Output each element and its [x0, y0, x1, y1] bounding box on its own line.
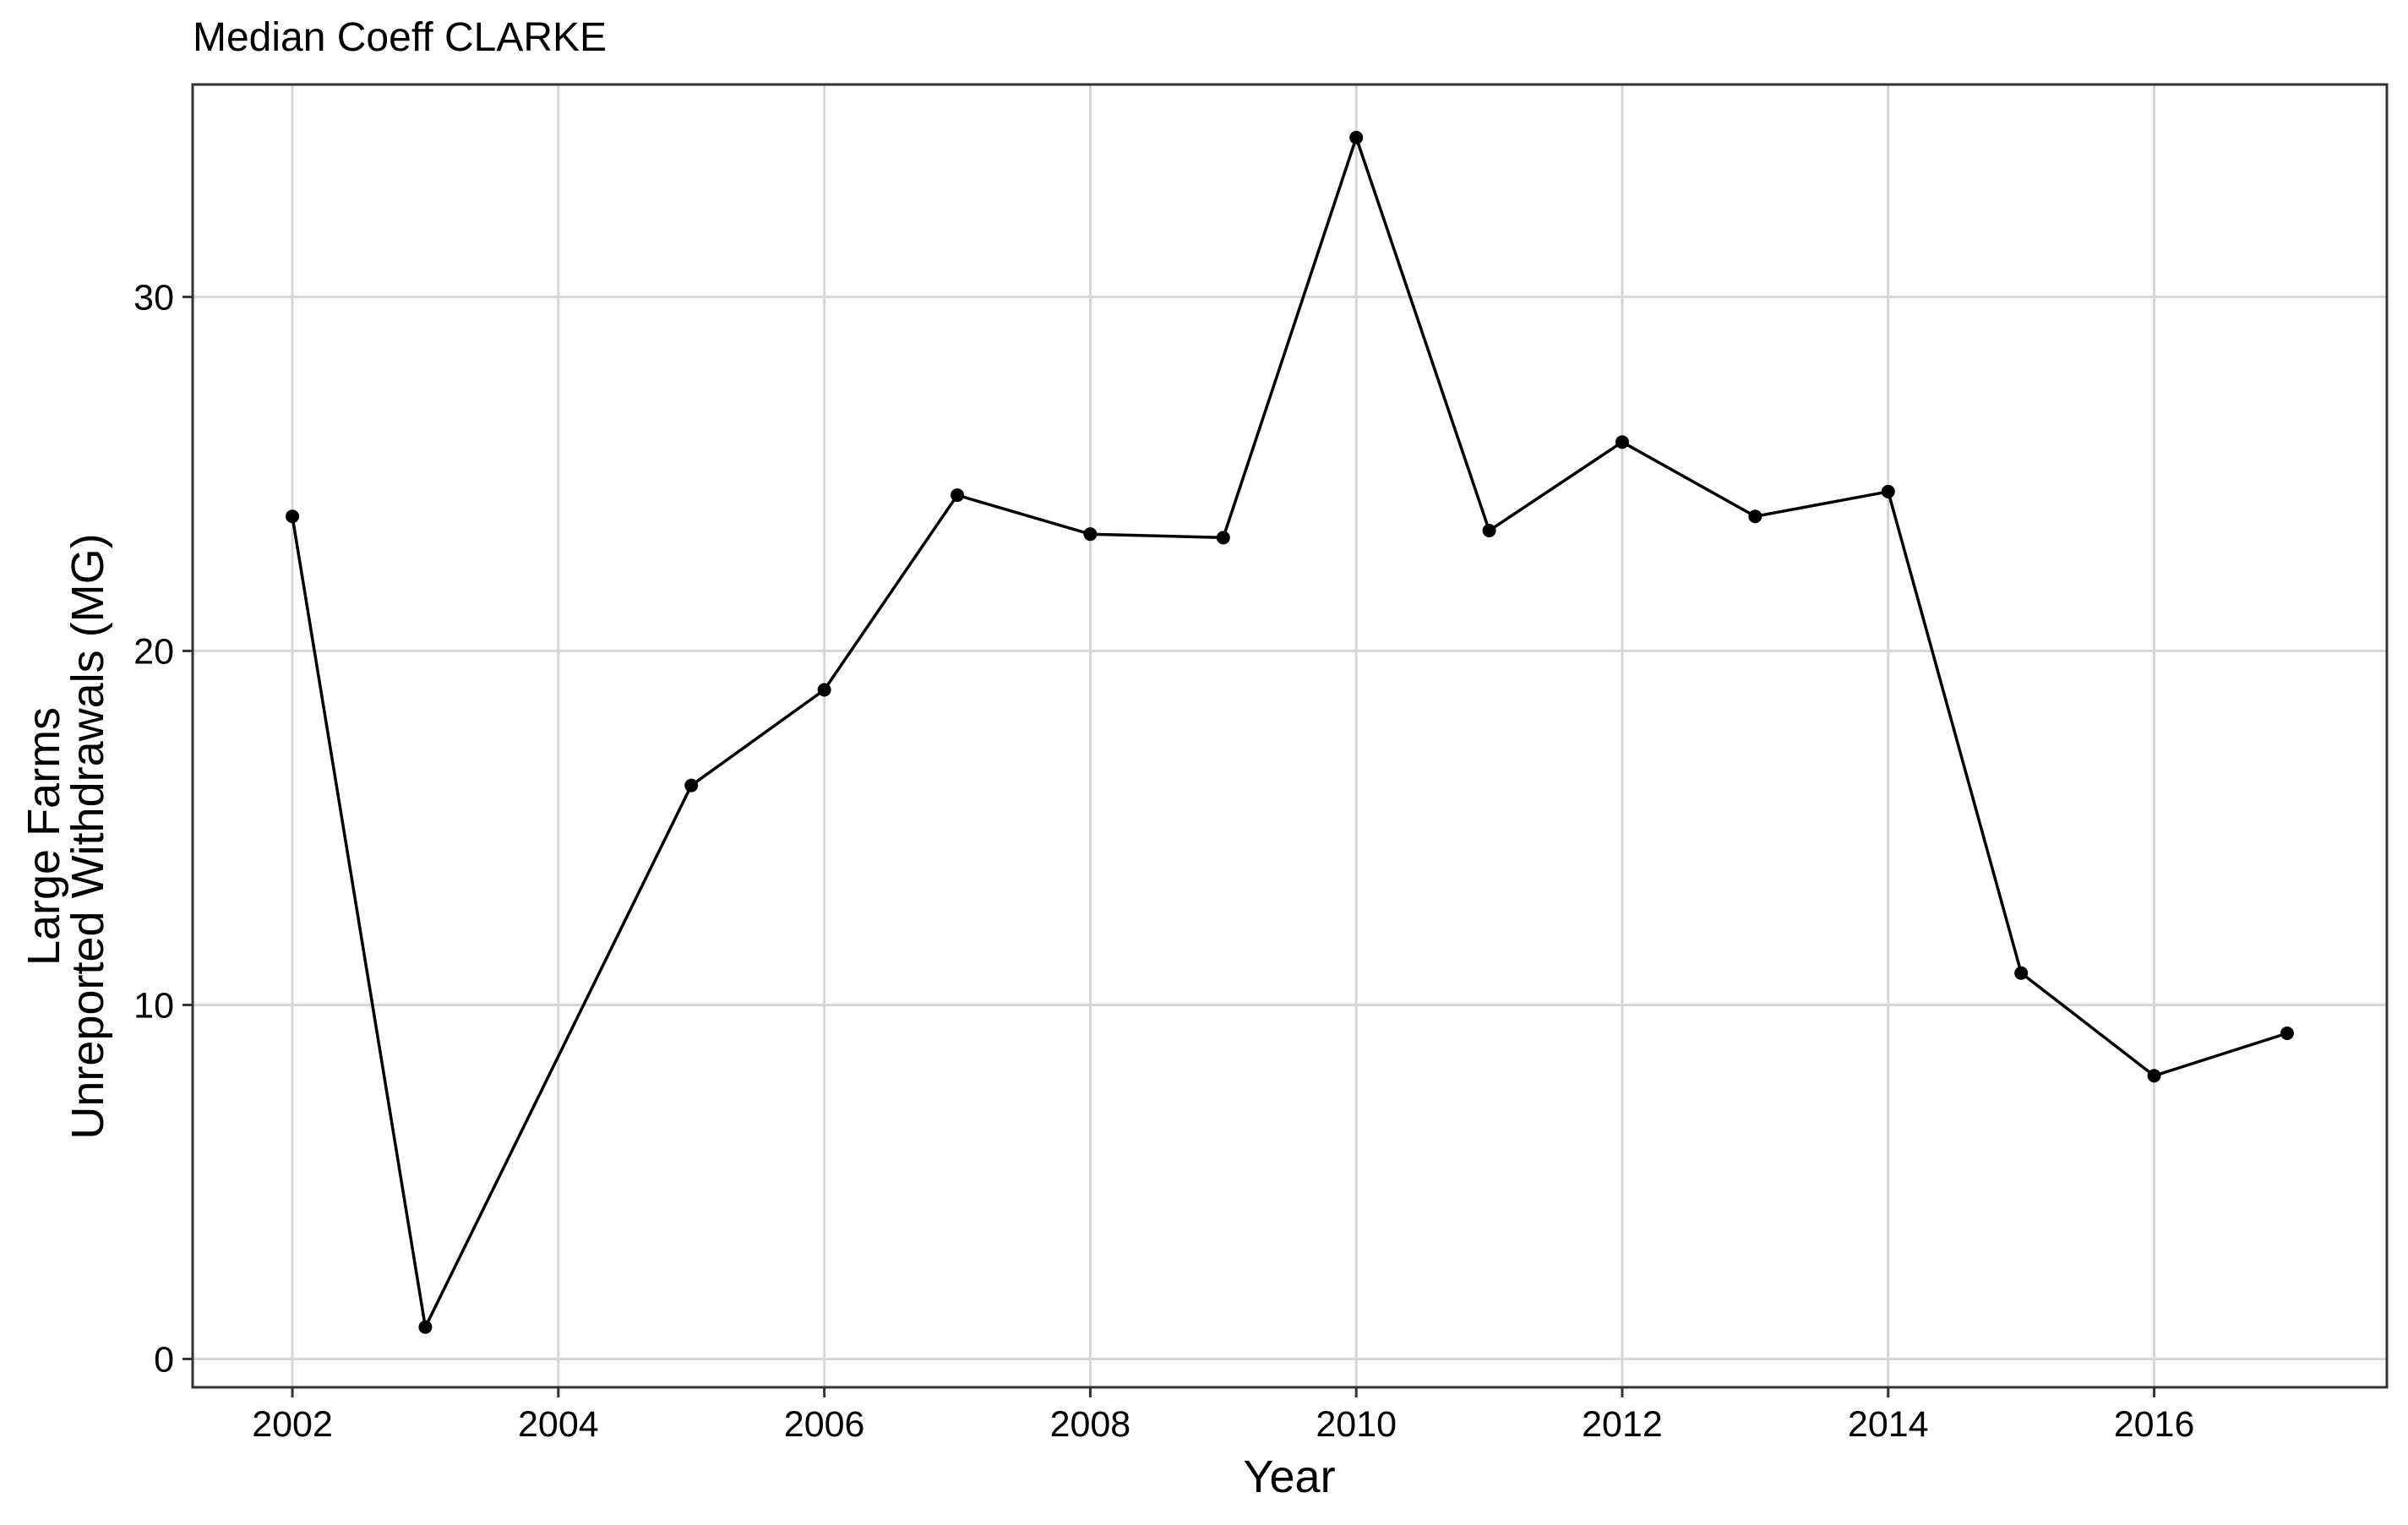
- x-tick-label: 2002: [252, 1404, 333, 1445]
- data-point: [286, 509, 300, 524]
- data-point: [817, 683, 831, 697]
- axes: 2002 2004 2006 2008 2010 2012 2014 2016 0 10 20 30: [133, 277, 2194, 1445]
- series-line: [291, 133, 2288, 1332]
- data-point: [2147, 1069, 2161, 1083]
- y-tick-label: 10: [133, 985, 174, 1026]
- data-point: [1216, 531, 1230, 545]
- y-axis-title: Large Farms Unreported Withdrawals (MG): [19, 533, 113, 1139]
- data-point: [1748, 509, 1762, 524]
- data-point: [1881, 484, 1895, 498]
- data-point: [1615, 435, 1629, 449]
- x-tick-label: 2014: [1848, 1404, 1929, 1445]
- data-point: [684, 778, 699, 792]
- data-point: [1083, 527, 1098, 542]
- y-axis-title-line-1: Large Farms: [19, 707, 69, 966]
- x-tick-label: 2010: [1316, 1404, 1397, 1445]
- y-tick-label: 20: [133, 631, 174, 672]
- x-tick-label: 2006: [784, 1404, 865, 1445]
- data-point: [1482, 523, 1496, 537]
- y-tick-label: 30: [133, 277, 174, 318]
- plot-panel-border: [191, 83, 2389, 1389]
- y-axis-title-line-2: Unreported Withdrawals (MG): [63, 533, 113, 1139]
- x-tick-label: 2016: [2114, 1404, 2195, 1445]
- data-point: [418, 1320, 433, 1334]
- data-point: [2014, 966, 2029, 980]
- x-tick-label: 2012: [1582, 1404, 1663, 1445]
- chart-title: Median Coeff CLARKE: [193, 15, 607, 60]
- y-tick-label: 0: [154, 1339, 174, 1380]
- x-tick-label: 2004: [518, 1404, 599, 1445]
- x-axis-title: Year: [1243, 1451, 1335, 1502]
- data-series: [286, 130, 2294, 1334]
- grid-lines: [193, 84, 2387, 1387]
- data-point: [951, 488, 965, 503]
- data-point: [1349, 130, 1364, 144]
- x-tick-label: 2008: [1050, 1404, 1131, 1445]
- data-point: [2280, 1026, 2294, 1040]
